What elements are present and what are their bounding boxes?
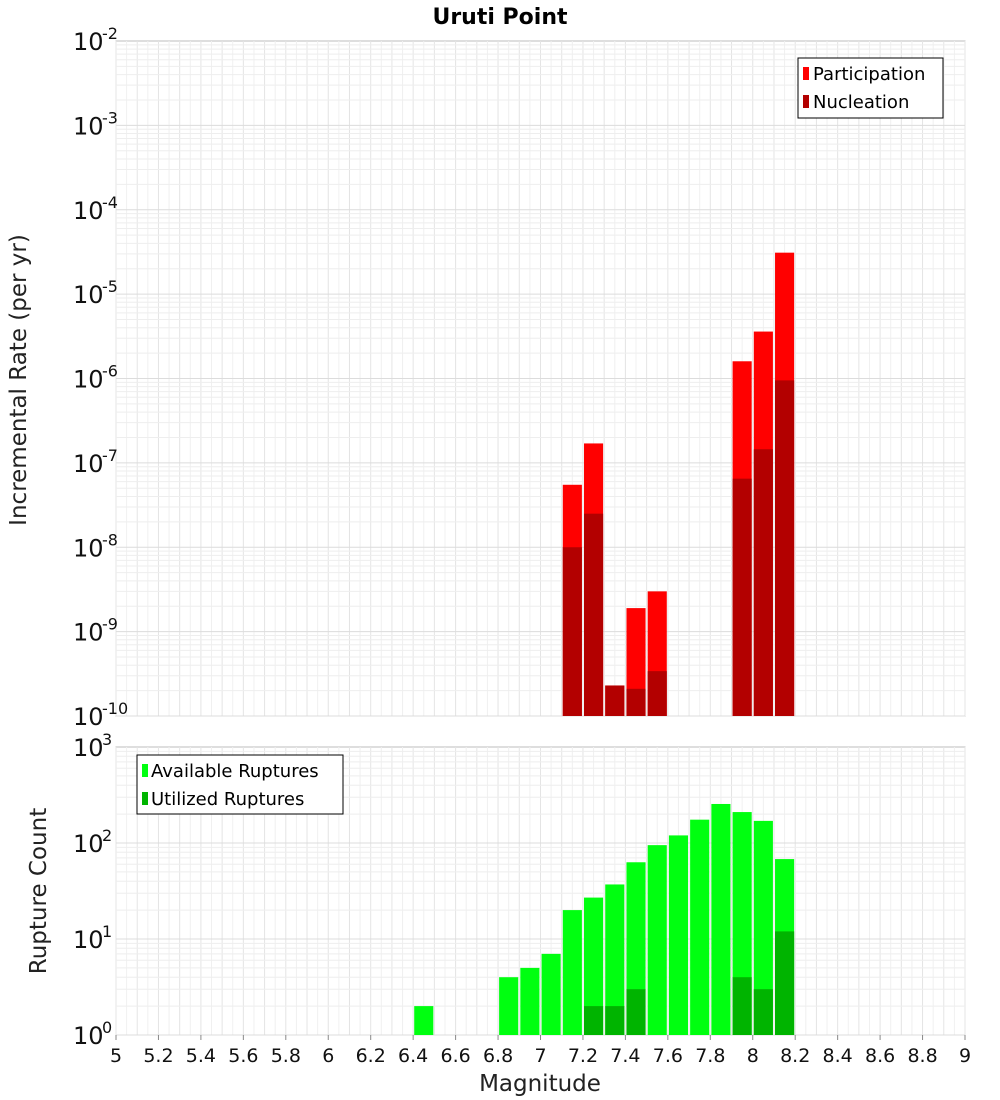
count-y-tick: 10	[73, 1022, 104, 1050]
legend-label-utilized: Utilized Ruptures	[151, 789, 304, 810]
rate-bar-nucleation	[626, 688, 646, 716]
rate-y-tick-exp: -4	[102, 193, 118, 212]
x-tick-label: 6.2	[356, 1045, 386, 1067]
rate-y-tick: 10	[73, 366, 104, 394]
x-tick-label: 6	[322, 1045, 334, 1067]
x-tick-label: 7.2	[568, 1045, 598, 1067]
x-tick-label: 7.6	[653, 1045, 683, 1067]
rate-y-tick-exp: -3	[102, 108, 118, 127]
rate-y-tick: 10	[73, 619, 104, 647]
x-tick-label: 7.4	[610, 1045, 640, 1067]
x-tick-label: 9	[959, 1045, 971, 1067]
legend-swatch-utilized	[142, 792, 148, 805]
x-tick-label: 6.8	[483, 1045, 513, 1067]
count-bar-utilized-ruptures	[775, 931, 795, 1035]
rate-bar-nucleation	[753, 449, 773, 716]
x-tick-label: 8.4	[823, 1045, 853, 1067]
rate-legend-box	[797, 57, 944, 119]
rate-y-tick: 10	[73, 703, 104, 731]
count-bar-available-ruptures	[668, 835, 689, 1035]
count-y-tick: 10	[73, 926, 104, 954]
rate-y-axis-label: Incremental Rate (per yr)	[6, 234, 32, 526]
rate-bars	[562, 252, 795, 716]
rate-y-tick-exp: -10	[102, 699, 128, 718]
legend-label-available: Available Ruptures	[151, 761, 319, 782]
count-bar-available-ruptures	[753, 820, 773, 1035]
x-tick-label: 6.4	[398, 1045, 428, 1067]
count-bar-utilized-ruptures	[605, 1006, 625, 1035]
x-tick-label: 8	[747, 1045, 759, 1067]
rate-bar-nucleation	[584, 513, 604, 716]
count-y-tick-exp: 1	[102, 922, 112, 941]
x-tick-label: 5.8	[271, 1045, 301, 1067]
x-tick-label: 5.6	[228, 1045, 258, 1067]
x-tick-label: 6.6	[440, 1045, 470, 1067]
count-bar-utilized-ruptures	[732, 977, 752, 1035]
rate-bar-nucleation	[562, 547, 582, 716]
rate-y-tick: 10	[73, 112, 104, 140]
count-bar-utilized-ruptures	[584, 1006, 604, 1035]
count-bar-available-ruptures	[584, 897, 604, 1035]
count-bar-available-ruptures	[562, 910, 582, 1035]
rate-bar-nucleation	[732, 478, 752, 716]
count-bar-available-ruptures	[690, 819, 710, 1035]
rate-y-tick-exp: -6	[102, 362, 118, 381]
chart-title: Uruti Point	[432, 5, 568, 30]
x-tick-label: 8.6	[865, 1045, 895, 1067]
x-tick-label: 5	[110, 1045, 122, 1067]
x-axis-ticks: 5 5.2 5.4 5.6 5.8 6 6.2 6.4 6.6 6.8 7 7.2 7.4 7.6 7.8 8…	[110, 1035, 971, 1067]
count-bar-utilized-ruptures	[626, 989, 646, 1035]
rate-y-tick: 10	[73, 197, 104, 225]
x-tick-label: 8.2	[780, 1045, 810, 1067]
x-tick-label: 7	[534, 1045, 546, 1067]
rate-y-tick-exp: -8	[102, 530, 118, 549]
rate-grid	[115, 41, 966, 717]
count-bar-available-ruptures	[541, 953, 561, 1035]
count-y-tick: 10	[73, 830, 104, 858]
count-y-axis-label: Rupture Count	[26, 808, 52, 974]
rate-bar-nucleation	[775, 380, 795, 716]
count-bar-utilized-ruptures	[753, 989, 773, 1035]
x-tick-label: 7.8	[695, 1045, 725, 1067]
legend-label-participation: Participation	[813, 64, 925, 85]
rate-y-tick: 10	[73, 450, 104, 478]
rate-y-tick: 10	[73, 28, 104, 56]
legend-label-nucleation: Nucleation	[813, 92, 909, 113]
rate-bar-nucleation	[647, 671, 667, 716]
count-bar-available-ruptures	[414, 1006, 434, 1035]
count-bars	[414, 803, 795, 1035]
rate-y-tick-exp: -5	[102, 277, 118, 296]
count-bar-available-ruptures	[647, 845, 667, 1035]
count-legend-box	[136, 754, 344, 815]
x-tick-label: 5.4	[186, 1045, 216, 1067]
rate-y-tick: 10	[73, 281, 104, 309]
x-tick-label: 8.8	[907, 1045, 937, 1067]
count-y-tick-exp: 0	[102, 1018, 112, 1037]
legend-swatch-participation	[803, 67, 809, 80]
x-tick-label: 5.2	[143, 1045, 173, 1067]
legend-swatch-nucleation	[803, 95, 809, 108]
count-bar-available-ruptures	[520, 967, 540, 1035]
x-axis-label: Magnitude	[479, 1071, 601, 1097]
count-legend: Available Ruptures Utilized Ruptures	[136, 754, 344, 815]
legend-swatch-available	[142, 764, 148, 777]
rate-y-tick-exp: -7	[102, 446, 118, 465]
rate-y-tick-exp: -9	[102, 615, 118, 634]
count-bar-available-ruptures	[711, 803, 731, 1035]
count-bar-available-ruptures	[605, 884, 625, 1035]
rate-y-tick: 10	[73, 534, 104, 562]
count-y-tick: 10	[73, 734, 104, 762]
rate-bar-nucleation	[605, 685, 625, 716]
rate-y-tick-exp: -2	[102, 24, 118, 43]
rate-legend: Participation Nucleation	[797, 57, 944, 119]
count-y-tick-exp: 2	[102, 826, 112, 845]
count-y-tick-exp: 3	[102, 730, 112, 749]
count-bar-available-ruptures	[499, 977, 519, 1035]
